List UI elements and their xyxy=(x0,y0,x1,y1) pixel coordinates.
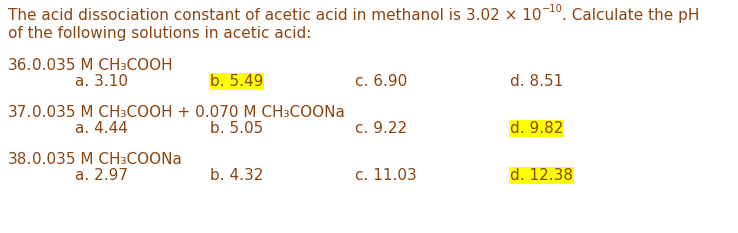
Text: c. 11.03: c. 11.03 xyxy=(355,168,417,183)
Text: c. 9.22: c. 9.22 xyxy=(355,121,407,136)
Text: 0.035 M CH₃COOH + 0.070 M CH₃COONa: 0.035 M CH₃COOH + 0.070 M CH₃COONa xyxy=(32,105,345,120)
FancyBboxPatch shape xyxy=(209,73,264,90)
Text: d. 9.82: d. 9.82 xyxy=(510,121,563,136)
Text: −10: −10 xyxy=(542,4,562,14)
Text: a. 3.10: a. 3.10 xyxy=(75,74,128,89)
Text: d. 12.38: d. 12.38 xyxy=(510,168,573,183)
FancyBboxPatch shape xyxy=(509,120,565,137)
Text: d. 8.51: d. 8.51 xyxy=(510,74,563,89)
Text: a. 2.97: a. 2.97 xyxy=(75,168,128,183)
Text: . Calculate the pH: . Calculate the pH xyxy=(562,8,700,23)
Text: 0.035 M CH₃COOH: 0.035 M CH₃COOH xyxy=(32,58,173,73)
Text: 38.: 38. xyxy=(8,152,32,167)
Text: b. 4.32: b. 4.32 xyxy=(210,168,263,183)
FancyBboxPatch shape xyxy=(509,167,574,184)
Text: of the following solutions in acetic acid:: of the following solutions in acetic aci… xyxy=(8,26,311,41)
Text: c. 6.90: c. 6.90 xyxy=(355,74,407,89)
Text: a. 4.44: a. 4.44 xyxy=(75,121,128,136)
Text: The acid dissociation constant of acetic acid in methanol is 3.02 × 10: The acid dissociation constant of acetic… xyxy=(8,8,542,23)
Text: b. 5.05: b. 5.05 xyxy=(210,121,263,136)
Text: b. 5.49: b. 5.49 xyxy=(210,74,263,89)
Text: 0.035 M CH₃COONa: 0.035 M CH₃COONa xyxy=(32,152,182,167)
Text: 37.: 37. xyxy=(8,105,32,120)
Text: 36.: 36. xyxy=(8,58,32,73)
